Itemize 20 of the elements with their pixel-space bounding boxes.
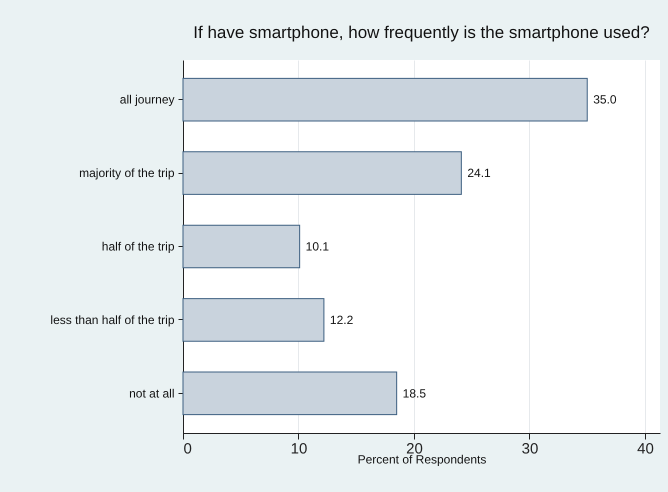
y-tick-label: all journey: [120, 92, 174, 107]
bar: [182, 78, 588, 122]
data-label: 24.1: [467, 166, 492, 180]
data-label: 12.2: [330, 312, 354, 327]
y-tick-label: half of the trip: [102, 240, 175, 254]
bar: [182, 298, 324, 342]
data-label: 18.5: [402, 386, 426, 400]
y-tick-label: not at all: [129, 386, 174, 400]
bar: [182, 372, 398, 416]
data-label: 10.1: [306, 240, 330, 254]
chart-title: If have smartphone, how frequently is the smartphone used?: [193, 23, 650, 42]
bar: [182, 151, 462, 195]
bar: [182, 224, 300, 268]
x-tick-label: 0: [184, 440, 192, 458]
y-tick-label: less than half of the trip: [50, 312, 175, 327]
x-tick-label: 10: [290, 440, 308, 458]
x-tick-label: 30: [522, 440, 538, 458]
data-label: 35.0: [593, 92, 617, 107]
x-tick-label: 40: [637, 440, 654, 458]
y-tick-label: majority of the trip: [79, 166, 175, 180]
